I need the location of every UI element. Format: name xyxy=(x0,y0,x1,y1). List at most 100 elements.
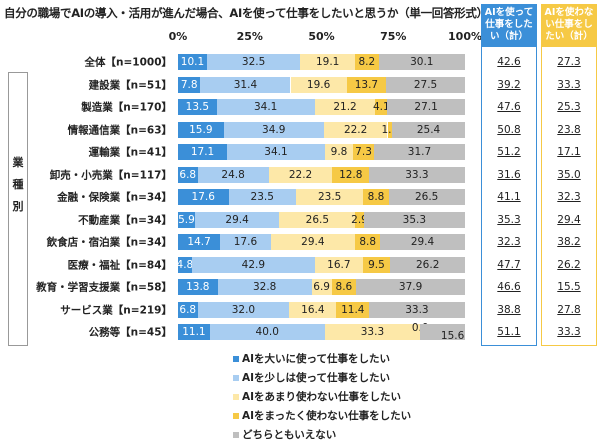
bar-value-label: 12.8 xyxy=(339,168,363,181)
legend-swatch xyxy=(233,394,239,400)
bar-value-label: 6.8 xyxy=(179,303,197,316)
bar-segment xyxy=(332,166,370,183)
bar-value-label: 17.6 xyxy=(191,191,215,203)
bar-segment xyxy=(206,54,301,70)
x-tick-label: 25% xyxy=(236,30,263,43)
x-tick-label: 100% xyxy=(448,30,482,43)
x-tick-label: 75% xyxy=(380,30,407,43)
bar-value-label: 8.2 xyxy=(358,56,376,68)
bar-segment xyxy=(268,166,333,183)
bar-value-label: 37.9 xyxy=(398,281,423,293)
bar-value-label: 29.4 xyxy=(301,236,325,248)
bar-segment xyxy=(200,76,291,93)
bar-segment xyxy=(178,189,229,205)
bar-value-label: 16.4 xyxy=(301,303,325,316)
x-tick-label: 50% xyxy=(308,30,335,43)
summary-column-box: AIを使わない仕事をしたい（計） xyxy=(541,4,597,346)
legend-label: AIをあまり使わない仕事をしたい xyxy=(242,391,402,403)
bar-value-label: 7.8 xyxy=(180,78,198,91)
bar-value-label: 31.4 xyxy=(233,78,258,91)
summary-value: 35.3 xyxy=(497,213,521,226)
legend-item: どちらともいえない xyxy=(233,427,336,442)
bar-value-label: 13.8 xyxy=(186,281,210,293)
summary-value: 51.2 xyxy=(497,146,521,158)
bar-segment xyxy=(355,54,379,70)
bar-value-label: 10.1 xyxy=(180,56,205,68)
bar-value-label: 23.5 xyxy=(250,191,274,203)
bar-value-label: 33.3 xyxy=(405,168,429,181)
bar-segment xyxy=(289,301,337,318)
bar-segment xyxy=(197,166,269,183)
bar-segment xyxy=(311,279,332,295)
summary-value: 27.8 xyxy=(557,303,581,316)
bar-value-label: 23.5 xyxy=(317,191,342,203)
bar-segment xyxy=(323,121,388,138)
row-label: 飲食店・宿泊業【n=34】 xyxy=(46,236,172,249)
summary-value: 47.6 xyxy=(497,101,521,113)
bar-value-label: 4.1 xyxy=(372,101,390,113)
bar-segment xyxy=(314,99,376,115)
bar-segment xyxy=(194,211,280,228)
bar-segment xyxy=(369,166,465,183)
bar-value-label: 11.1 xyxy=(182,326,206,338)
bar-segment xyxy=(217,279,312,295)
group-label: 業種別 xyxy=(12,156,24,213)
bar-value-label: 19.1 xyxy=(315,56,340,68)
bar-segment xyxy=(346,76,387,93)
summary-value: 32.3 xyxy=(497,236,521,248)
legend-item: AIを大いに使って仕事をしたい xyxy=(233,351,390,366)
summary-value: 42.6 xyxy=(497,56,521,68)
bar-segment xyxy=(336,301,370,318)
summary-value: 47.7 xyxy=(497,258,521,271)
chart-title: 自分の職場でAIの導入・活用が進んだ場合、AIを使って仕事をしたいと思うか（単一… xyxy=(4,6,488,20)
bar-segment xyxy=(178,211,195,228)
summary-column-box: AIを使って仕事をしたい（計） xyxy=(481,4,537,346)
summary-column-header: AIを使わない仕事をしたい（計） xyxy=(542,5,596,47)
bar-value-label: 40.0 xyxy=(255,326,279,338)
bar-value-label: 31.7 xyxy=(407,146,432,158)
legend-swatch xyxy=(233,413,239,419)
x-tick-label: 0% xyxy=(168,30,188,43)
bar-value-label: 42.9 xyxy=(241,258,266,271)
summary-value: 35.0 xyxy=(557,168,581,181)
group-bracket xyxy=(8,72,28,346)
bar-segment xyxy=(178,256,192,273)
row-label: 医療・福祉【n=84】 xyxy=(67,259,172,271)
bar-segment xyxy=(374,144,465,160)
bar-segment xyxy=(362,256,391,273)
bar-value-label: 5.9 xyxy=(178,213,195,226)
summary-column-header: AIを使って仕事をしたい（計） xyxy=(482,5,536,47)
row-label: 建設業【n=51】 xyxy=(88,79,172,91)
legend-item: AIをまったく使わない仕事をしたい xyxy=(233,408,411,423)
bar-value-label: 6.8 xyxy=(179,168,197,181)
bar-segment xyxy=(363,189,389,205)
bar-value-label: 17.6 xyxy=(233,236,258,248)
row-label: 卸売・小売業【n=117】 xyxy=(49,169,172,181)
bar-segment xyxy=(191,256,315,273)
summary-value: 51.1 xyxy=(497,326,521,338)
legend-label: AIを大いに使って仕事をしたい xyxy=(242,353,391,365)
bar-value-label: 13.5 xyxy=(185,101,210,113)
bar-segment xyxy=(392,121,465,138)
bar-value-label: 32.5 xyxy=(241,56,266,68)
bar-value-label: 33.3 xyxy=(360,326,385,338)
bar-segment xyxy=(197,301,290,318)
bar-value-label: 34.1 xyxy=(253,101,278,113)
bar-segment xyxy=(387,99,465,115)
summary-value: 50.8 xyxy=(497,123,521,136)
bar-value-label: 21.2 xyxy=(333,101,357,113)
bar-segment xyxy=(216,99,315,115)
bar-value-label: 33.3 xyxy=(405,303,429,316)
bar-value-label: 22.2 xyxy=(288,168,313,181)
bar-segment xyxy=(331,279,357,295)
legend-swatch xyxy=(233,432,239,438)
bar-value-label: 30.1 xyxy=(410,56,434,68)
row-label: 情報通信業【n=63】 xyxy=(67,124,172,136)
bar-value-label: 25.4 xyxy=(416,123,441,136)
bar-value-label: 35.3 xyxy=(402,213,427,226)
bar-value-label: 9.8 xyxy=(330,146,348,158)
row-label: 全体【n=1000】 xyxy=(84,56,173,69)
bar-value-label: 8.8 xyxy=(367,191,385,203)
bar-segment xyxy=(314,256,363,273)
summary-value: 27.3 xyxy=(557,56,581,68)
